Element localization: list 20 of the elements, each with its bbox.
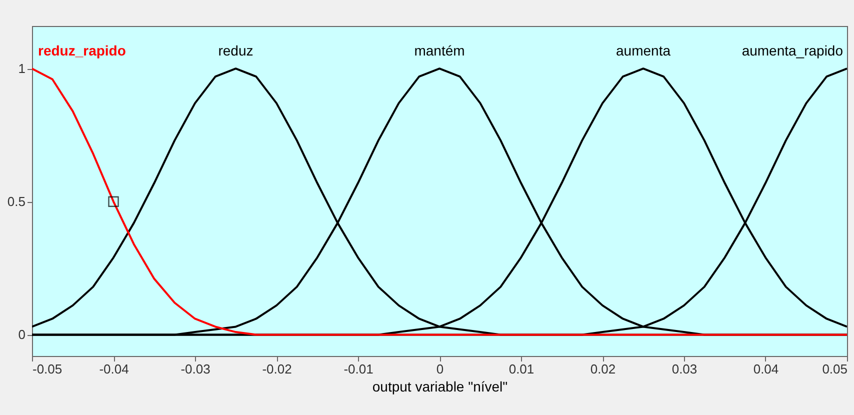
- x-axis-title: output variable "nível": [372, 378, 508, 394]
- x-tick-label: -0.04: [99, 362, 129, 376]
- series-label: reduz: [218, 42, 254, 59]
- x-tick-label: 0.04: [753, 362, 779, 376]
- series-label: aumenta_rapido: [742, 42, 844, 59]
- y-tick-label: 0.5: [7, 194, 26, 210]
- x-tick-label: 0.01: [508, 362, 534, 376]
- x-tick-label: 0.05: [822, 362, 848, 376]
- y-tick-label: 0: [18, 327, 26, 342]
- series-label: aumenta: [616, 42, 671, 59]
- x-tick-label: 0.03: [672, 362, 698, 376]
- x-tick-label: -0.02: [262, 362, 292, 376]
- x-tick-label: 0.02: [590, 362, 616, 376]
- x-tick-label: -0.05: [32, 362, 62, 376]
- series-label: reduz_rapido: [38, 42, 126, 59]
- series-label: mantém: [414, 42, 465, 59]
- x-tick-label: -0.03: [180, 362, 210, 376]
- x-tick-label: -0.01: [344, 362, 374, 376]
- y-tick-label: 1: [18, 61, 26, 76]
- x-tick-label: 0: [436, 362, 444, 376]
